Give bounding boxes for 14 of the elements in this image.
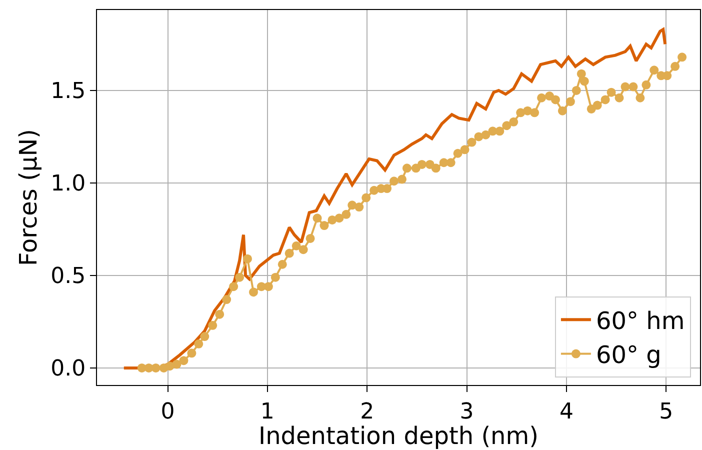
legend-label: 60° g [596,341,662,370]
x-tick-label: 2 [360,399,374,424]
x-tick-label: 5 [659,399,674,424]
x-tick-label: 4 [559,399,574,424]
y-tick-label: 0.5 [50,264,86,290]
y-tick-label: 0.0 [50,356,86,382]
y-tick-label: 1.5 [50,79,86,104]
x-tick-label: 1 [260,399,274,424]
x-axis-title: Indentation depth (nm) [258,422,539,450]
y-axis-title: Forces (μN) [14,128,43,266]
legend-label: 60° hm [596,306,685,335]
y-tick-label: 1.0 [50,172,86,197]
x-tick-label: 3 [460,399,474,424]
x-tick-label: 0 [160,399,175,424]
